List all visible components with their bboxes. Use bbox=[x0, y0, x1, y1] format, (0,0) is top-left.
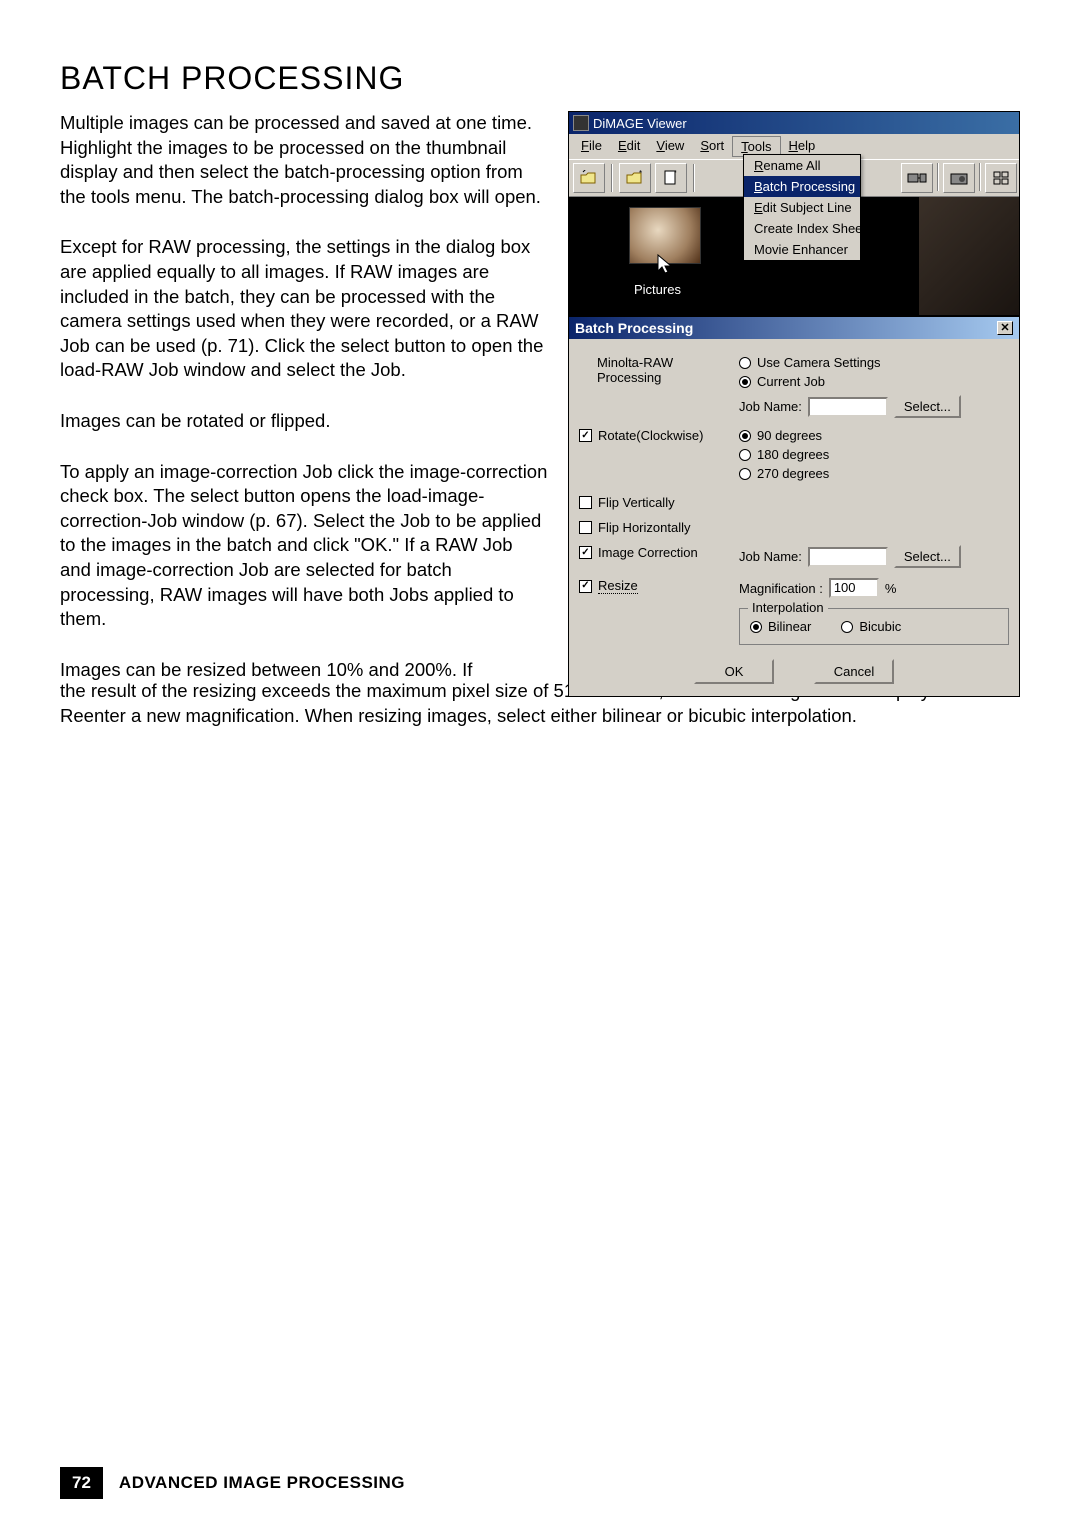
deg90-label: 90 degrees bbox=[757, 428, 822, 443]
menu-file[interactable]: File bbox=[573, 136, 610, 157]
raw-job-name-input[interactable] bbox=[808, 397, 888, 417]
raw-job-name-label: Job Name: bbox=[739, 399, 802, 414]
menu-sort[interactable]: Sort bbox=[692, 136, 732, 157]
toolbar-separator-3 bbox=[937, 163, 939, 191]
resize-label: Resize bbox=[598, 578, 638, 594]
rotate-label: Rotate(Clockwise) bbox=[598, 428, 703, 443]
dialog-title-text: Batch Processing bbox=[575, 320, 693, 336]
toolbar-separator-4 bbox=[979, 163, 981, 191]
toolbar-btn-camera-link-icon[interactable] bbox=[901, 163, 933, 193]
radio-270-degrees[interactable] bbox=[739, 468, 751, 480]
toolbar-btn-grid-icon[interactable] bbox=[985, 163, 1017, 193]
magnification-input[interactable]: 100 bbox=[829, 578, 879, 598]
ok-button[interactable]: OK bbox=[694, 659, 774, 684]
flip-vertically-label: Flip Vertically bbox=[598, 495, 675, 510]
svg-text:*: * bbox=[639, 170, 642, 178]
raw-select-button[interactable]: Select... bbox=[894, 395, 961, 418]
toolbar-btn-new-folder-icon[interactable]: * bbox=[619, 163, 651, 193]
percent-label: % bbox=[885, 581, 897, 596]
footer-section-title: ADVANCED IMAGE PROCESSING bbox=[119, 1473, 405, 1493]
checkbox-flip-vertically[interactable] bbox=[579, 496, 592, 509]
magnification-label: Magnification : bbox=[739, 581, 823, 596]
pictures-folder-label: Pictures bbox=[634, 282, 681, 297]
app-icon bbox=[573, 115, 589, 131]
page-title: BATCH PROCESSING bbox=[60, 60, 1020, 97]
dialog-close-button[interactable]: ✕ bbox=[997, 321, 1013, 335]
radio-current-job[interactable] bbox=[739, 376, 751, 388]
paragraph-4: To apply an image-correction Job click t… bbox=[60, 460, 548, 632]
page-footer: 72 ADVANCED IMAGE PROCESSING bbox=[60, 1467, 405, 1499]
paragraph-2: Except for RAW processing, the settings … bbox=[60, 235, 548, 383]
radio-180-degrees[interactable] bbox=[739, 449, 751, 461]
cursor-arrow-icon bbox=[655, 253, 679, 277]
tools-edit-subject-line[interactable]: Edit Subject Line bbox=[744, 197, 860, 218]
imgcorr-job-name-label: Job Name: bbox=[739, 549, 802, 564]
tools-create-index-sheet[interactable]: Create Index Sheet bbox=[744, 218, 860, 239]
menubar: File Edit View Sort Tools Help Rename Al… bbox=[569, 134, 1019, 159]
toolbar-separator bbox=[611, 164, 613, 192]
checkbox-image-correction[interactable] bbox=[579, 546, 592, 559]
interpolation-legend: Interpolation bbox=[748, 600, 828, 615]
menu-view[interactable]: View bbox=[648, 136, 692, 157]
radio-90-degrees[interactable] bbox=[739, 430, 751, 442]
app-titlebar: DiMAGE Viewer bbox=[569, 112, 1019, 134]
toolbar-btn-doc-icon[interactable]: * bbox=[655, 163, 687, 193]
toolbar-btn-camera-icon[interactable] bbox=[943, 163, 975, 193]
deg180-label: 180 degrees bbox=[757, 447, 829, 462]
dialog-titlebar: Batch Processing ✕ bbox=[569, 317, 1019, 339]
app-title-text: DiMAGE Viewer bbox=[593, 116, 687, 131]
checkbox-flip-horizontally[interactable] bbox=[579, 521, 592, 534]
paragraph-1: Multiple images can be processed and sav… bbox=[60, 111, 548, 209]
paragraph-3: Images can be rotated or flipped. bbox=[60, 409, 548, 434]
checkbox-resize[interactable] bbox=[579, 580, 592, 593]
menu-edit[interactable]: Edit bbox=[610, 136, 648, 157]
svg-text:*: * bbox=[674, 170, 677, 177]
use-camera-settings-label: Use Camera Settings bbox=[757, 355, 881, 370]
toolbar-btn-folder-up-icon[interactable] bbox=[573, 163, 605, 193]
imgcorr-select-button[interactable]: Select... bbox=[894, 545, 961, 568]
raw-processing-label: Minolta-RAW Processing bbox=[597, 355, 739, 385]
bicubic-label: Bicubic bbox=[859, 619, 901, 634]
tools-rename-all[interactable]: Rename All bbox=[744, 155, 860, 176]
toolbar-separator-2 bbox=[693, 164, 695, 192]
bilinear-label: Bilinear bbox=[768, 619, 811, 634]
imgcorr-job-name-input[interactable] bbox=[808, 547, 888, 567]
dialog-body: Minolta-RAW Processing Use Camera Settin… bbox=[569, 339, 1019, 696]
radio-bilinear[interactable] bbox=[750, 621, 762, 633]
dimage-viewer-window: DiMAGE Viewer File Edit View Sort Tools … bbox=[568, 111, 1020, 316]
screenshot-column: DiMAGE Viewer File Edit View Sort Tools … bbox=[568, 111, 1020, 697]
tools-batch-processing[interactable]: Batch Processing bbox=[744, 176, 860, 197]
toolbar-right bbox=[901, 163, 1019, 193]
flip-horizontally-label: Flip Horizontally bbox=[598, 520, 690, 535]
checkbox-rotate[interactable] bbox=[579, 429, 592, 442]
tools-movie-enhancer[interactable]: Movie Enhancer bbox=[744, 239, 860, 260]
body-text-column: Multiple images can be processed and sav… bbox=[60, 111, 548, 697]
cancel-button[interactable]: Cancel bbox=[814, 659, 894, 684]
image-correction-label: Image Correction bbox=[598, 545, 698, 560]
radio-bicubic[interactable] bbox=[841, 621, 853, 633]
radio-use-camera-settings[interactable] bbox=[739, 357, 751, 369]
page-number: 72 bbox=[60, 1467, 103, 1499]
batch-processing-dialog: Batch Processing ✕ Minolta-RAW Processin… bbox=[568, 316, 1020, 697]
deg270-label: 270 degrees bbox=[757, 466, 829, 481]
current-job-label: Current Job bbox=[757, 374, 825, 389]
tools-dropdown: Rename All Batch Processing Edit Subject… bbox=[743, 154, 861, 261]
